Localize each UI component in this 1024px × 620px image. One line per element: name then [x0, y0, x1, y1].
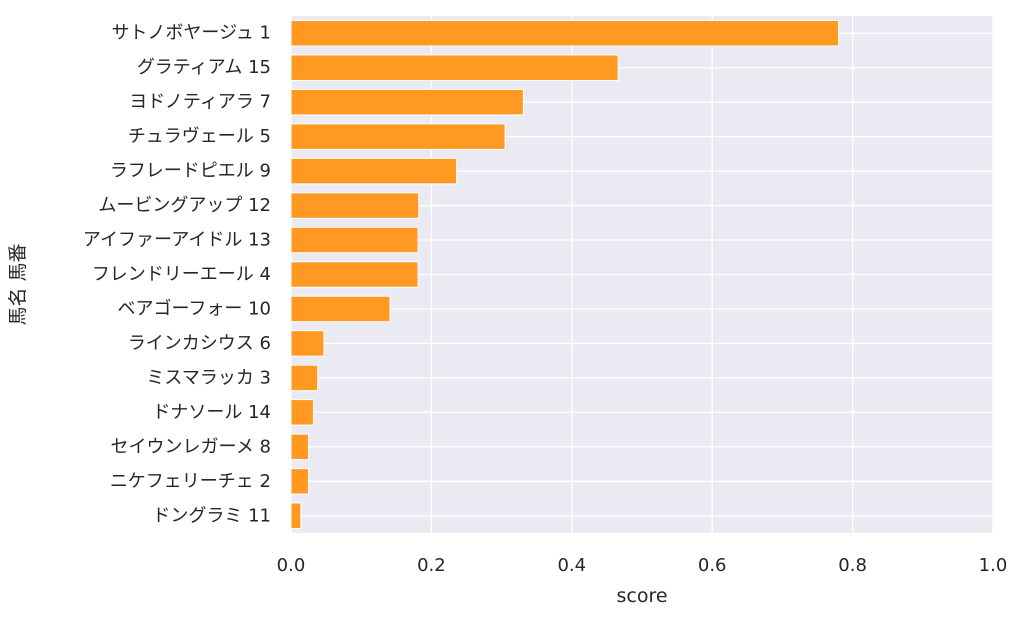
bar	[290, 502, 302, 530]
bar	[290, 88, 524, 116]
category-label: サトノボヤージュ 1	[111, 23, 271, 44]
category-label: フレンドリーエール 4	[92, 264, 271, 285]
bar	[290, 295, 391, 323]
bar	[290, 364, 319, 392]
category-label: セイウンレガーメ 8	[111, 436, 271, 457]
bar	[290, 192, 420, 219]
category-labels: サトノボヤージュ 1 グラティアム 15 ヨドノティアラ 7 チュラヴェール 5 ラフレ…	[83, 23, 271, 527]
bars	[290, 19, 840, 530]
bar	[290, 399, 314, 426]
category-label: アイファーアイドル 13	[83, 230, 271, 251]
category-label: ラインカシウス 6	[128, 333, 271, 354]
bar	[290, 157, 458, 185]
category-label: ヨドノティアラ 7	[129, 92, 271, 113]
category-label: ベアゴーフォー 10	[117, 298, 271, 319]
x-tick-label: 1.0	[979, 555, 1008, 576]
category-label: ミスマラッカ 3	[146, 367, 271, 388]
category-label: チュラヴェール 5	[128, 126, 271, 147]
y-axis-title: 馬名 馬番	[7, 243, 29, 325]
bar	[290, 19, 840, 47]
category-label: ドングラミ 11	[152, 505, 271, 526]
bar	[290, 433, 310, 461]
category-label: ラフレードピエル 9	[110, 161, 271, 182]
x-tick-label: 0.6	[698, 555, 727, 576]
x-tick-label: 0.2	[417, 555, 446, 576]
bar	[290, 123, 506, 150]
bar	[290, 330, 325, 357]
bar	[290, 468, 310, 495]
category-label: ムービングアップ 12	[98, 195, 271, 216]
category-label: グラティアム 15	[137, 57, 271, 78]
category-label: ドナソール 14	[152, 402, 271, 423]
category-label: ニケフェリーチェ 2	[110, 471, 271, 492]
bar	[290, 226, 419, 254]
x-tick-label: 0.8	[838, 555, 867, 576]
bar	[290, 261, 419, 288]
x-tick-labels: 0.0 0.2 0.4 0.6 0.8 1.0	[277, 555, 1008, 576]
bar	[290, 54, 619, 81]
x-tick-label: 0.4	[557, 555, 586, 576]
x-tick-label: 0.0	[277, 555, 306, 576]
x-axis-title: score	[616, 585, 667, 607]
